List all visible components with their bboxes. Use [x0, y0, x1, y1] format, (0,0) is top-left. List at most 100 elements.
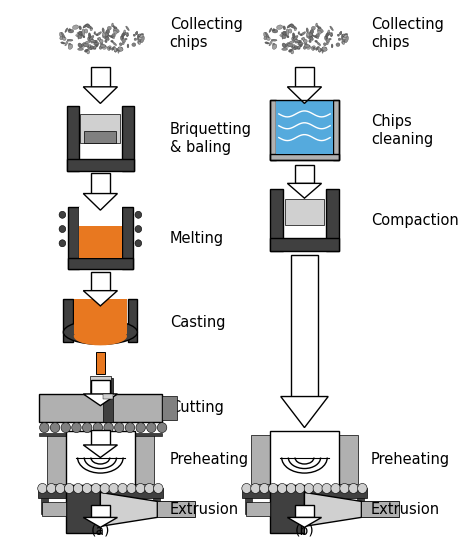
Ellipse shape: [273, 29, 275, 31]
Bar: [135, 435, 154, 484]
Ellipse shape: [99, 46, 102, 49]
Circle shape: [50, 423, 60, 433]
Ellipse shape: [284, 31, 288, 36]
Ellipse shape: [271, 39, 277, 41]
Text: Extrusion: Extrusion: [170, 502, 239, 517]
Circle shape: [277, 484, 287, 493]
Ellipse shape: [83, 43, 89, 47]
Bar: [79, 207, 122, 258]
Polygon shape: [295, 165, 314, 183]
Bar: [38, 489, 163, 498]
Ellipse shape: [292, 46, 297, 50]
Ellipse shape: [102, 33, 106, 37]
Bar: [67, 106, 79, 171]
Ellipse shape: [303, 38, 305, 42]
Ellipse shape: [282, 43, 286, 47]
Polygon shape: [91, 429, 110, 445]
Ellipse shape: [111, 23, 113, 27]
Ellipse shape: [86, 24, 90, 27]
Ellipse shape: [120, 47, 122, 49]
Ellipse shape: [272, 44, 277, 49]
Bar: [47, 435, 66, 484]
Ellipse shape: [100, 42, 103, 46]
Ellipse shape: [318, 47, 320, 52]
Polygon shape: [83, 194, 118, 210]
Ellipse shape: [340, 31, 342, 35]
Ellipse shape: [108, 46, 111, 48]
Ellipse shape: [322, 47, 324, 53]
Ellipse shape: [311, 47, 314, 51]
Ellipse shape: [292, 25, 297, 29]
Circle shape: [313, 484, 323, 493]
Ellipse shape: [124, 30, 126, 34]
Ellipse shape: [326, 32, 330, 37]
Ellipse shape: [78, 33, 79, 39]
Circle shape: [109, 484, 118, 493]
Ellipse shape: [99, 38, 101, 42]
Ellipse shape: [307, 34, 310, 38]
Ellipse shape: [134, 38, 137, 40]
Ellipse shape: [60, 37, 63, 40]
Ellipse shape: [282, 33, 283, 39]
Ellipse shape: [282, 34, 286, 39]
Ellipse shape: [90, 40, 95, 42]
Ellipse shape: [272, 29, 278, 33]
Ellipse shape: [106, 37, 109, 40]
Circle shape: [61, 423, 71, 433]
Ellipse shape: [264, 32, 267, 38]
Ellipse shape: [90, 28, 92, 31]
Ellipse shape: [91, 39, 94, 43]
Bar: [276, 101, 333, 154]
Ellipse shape: [342, 33, 347, 37]
Ellipse shape: [115, 48, 118, 52]
Ellipse shape: [118, 47, 119, 53]
Ellipse shape: [97, 32, 101, 36]
Ellipse shape: [78, 48, 83, 51]
Circle shape: [82, 484, 92, 493]
Ellipse shape: [138, 33, 144, 37]
Ellipse shape: [77, 32, 83, 34]
Bar: [96, 352, 105, 374]
Ellipse shape: [107, 47, 110, 51]
Bar: [66, 485, 100, 533]
Bar: [42, 502, 66, 516]
Ellipse shape: [90, 46, 96, 49]
Ellipse shape: [331, 44, 333, 48]
Ellipse shape: [342, 34, 345, 36]
Ellipse shape: [328, 30, 330, 34]
Ellipse shape: [310, 35, 312, 40]
Text: Cutting: Cutting: [170, 400, 224, 415]
Ellipse shape: [304, 39, 307, 43]
Text: Compaction: Compaction: [371, 213, 459, 228]
Ellipse shape: [139, 39, 141, 41]
Text: Extrusion: Extrusion: [371, 502, 440, 517]
Ellipse shape: [323, 43, 326, 46]
Bar: [66, 430, 135, 489]
Ellipse shape: [318, 29, 323, 33]
Circle shape: [93, 423, 102, 433]
Bar: [122, 106, 134, 171]
Ellipse shape: [83, 36, 85, 38]
Circle shape: [340, 484, 349, 493]
Polygon shape: [295, 505, 314, 518]
Ellipse shape: [113, 29, 119, 33]
Ellipse shape: [140, 34, 144, 38]
Ellipse shape: [68, 43, 72, 47]
Ellipse shape: [95, 43, 99, 47]
Ellipse shape: [283, 31, 286, 35]
Text: Briquetting
& baling: Briquetting & baling: [170, 122, 252, 154]
Ellipse shape: [337, 34, 339, 37]
Ellipse shape: [125, 32, 128, 36]
Ellipse shape: [137, 34, 139, 40]
Ellipse shape: [67, 39, 73, 41]
Ellipse shape: [309, 36, 313, 40]
Ellipse shape: [300, 34, 302, 36]
Ellipse shape: [102, 45, 107, 49]
Ellipse shape: [79, 31, 82, 35]
Ellipse shape: [104, 32, 109, 37]
Polygon shape: [100, 492, 157, 526]
Ellipse shape: [111, 46, 115, 51]
Ellipse shape: [64, 320, 137, 344]
Ellipse shape: [89, 45, 91, 47]
Ellipse shape: [311, 46, 315, 48]
